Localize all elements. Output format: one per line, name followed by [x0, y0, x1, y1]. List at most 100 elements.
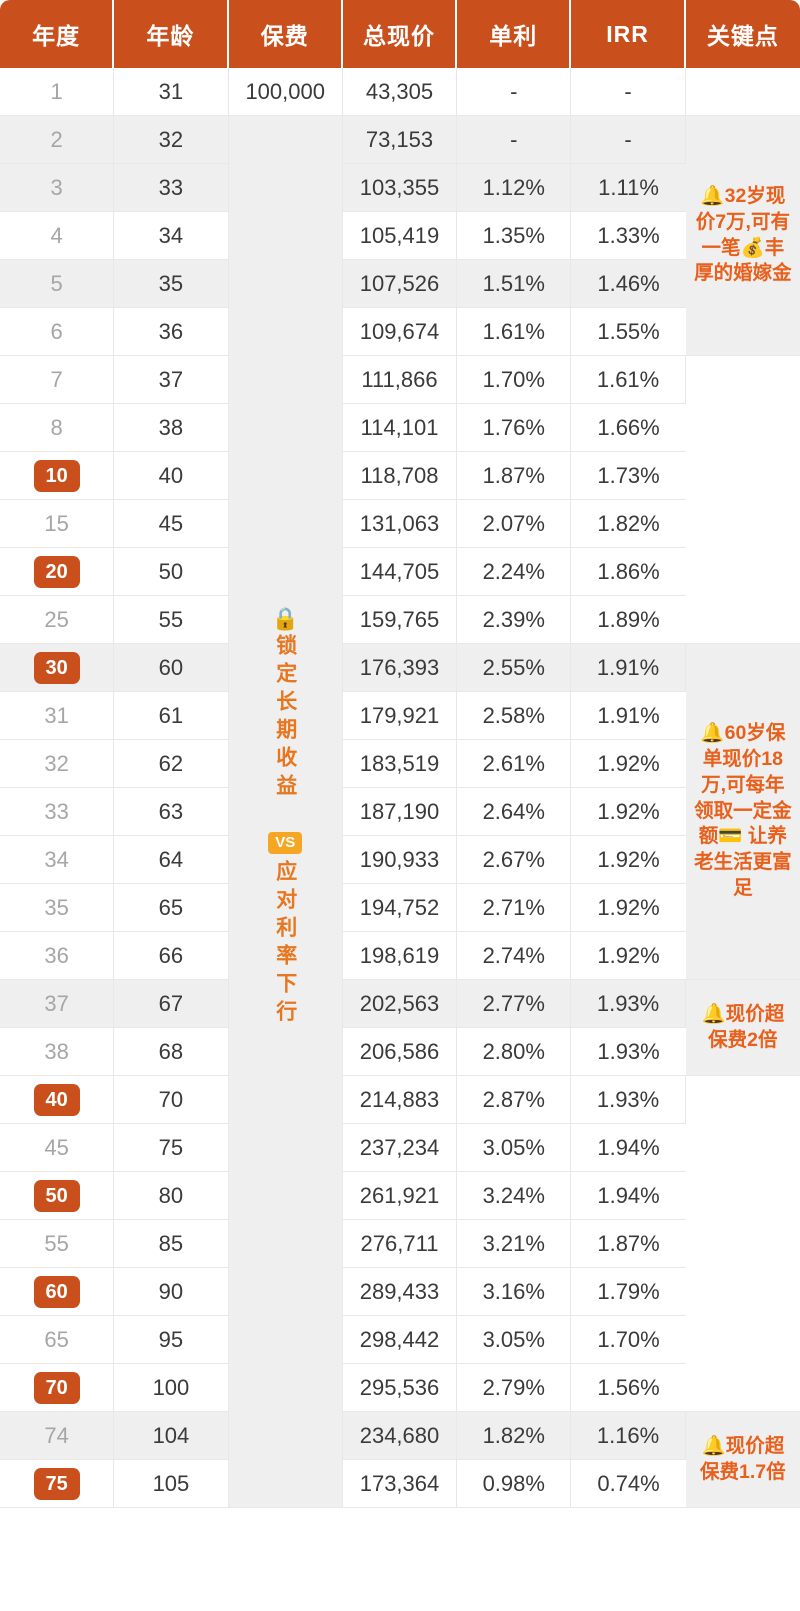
table-row: 38 68 206,586 2.80% 1.93% — [0, 1028, 800, 1076]
cell-cash-value: 105,419 — [342, 212, 458, 260]
slogan-lock-long-term-gain: 锁定长期收益 — [273, 633, 297, 802]
column-header-irr[interactable]: IRR — [571, 0, 686, 68]
table-row: 70 100 295,536 2.79% 1.56% — [0, 1364, 800, 1412]
cell-cash-value: 107,526 — [342, 260, 458, 308]
cell-cash-value: 234,680 — [342, 1412, 458, 1460]
vs-badge: VS — [268, 831, 303, 854]
cell-simple-interest: 3.24% — [457, 1172, 572, 1220]
cell-age: 55 — [114, 596, 229, 644]
cell-year: 50 — [0, 1172, 115, 1220]
cell-age: 80 — [114, 1172, 229, 1220]
header-row: 年度 年龄 保费 总现价 单利 IRR 关键点 — [0, 0, 800, 68]
cell-cash-value: 73,153 — [342, 116, 458, 164]
cell-simple-interest: 2.07% — [457, 500, 572, 548]
cell-age: 34 — [114, 212, 229, 260]
cell-cash-value: 214,883 — [342, 1076, 458, 1124]
cell-age: 63 — [114, 788, 229, 836]
cell-simple-interest: 2.55% — [457, 644, 572, 692]
premium-vertical-slogan-cell: 🔒 锁定长期收益 VS 应对利率下行 — [228, 116, 343, 1508]
column-header-key-points[interactable]: 关键点 — [685, 0, 800, 68]
cell-irr: 1.93% — [571, 1076, 686, 1124]
cell-age: 85 — [114, 1220, 229, 1268]
key-point-empty — [685, 1076, 800, 1412]
cell-irr: 1.92% — [571, 836, 686, 884]
cell-cash-value: 114,101 — [342, 404, 458, 452]
cell-cash-value: 187,190 — [342, 788, 458, 836]
cell-age: 36 — [114, 308, 229, 356]
cell-age: 45 — [114, 500, 229, 548]
cell-cash-value: 176,393 — [342, 644, 458, 692]
cell-irr: 1.94% — [571, 1124, 686, 1172]
cell-age: 64 — [114, 836, 229, 884]
key-point-note: 🔔32岁现价7万,可有一笔💰丰厚的婚嫁金 — [685, 116, 800, 356]
table-row: 25 55 159,765 2.39% 1.89% — [0, 596, 800, 644]
cell-age: 35 — [114, 260, 229, 308]
cell-simple-interest: 1.61% — [457, 308, 572, 356]
cell-simple-interest: - — [457, 68, 572, 116]
table-row: 75 105 173,364 0.98% 0.74% — [0, 1460, 800, 1508]
year-milestone-badge: 30 — [33, 651, 80, 684]
cell-irr: 1.46% — [571, 260, 686, 308]
table-row: 55 85 276,711 3.21% 1.87% — [0, 1220, 800, 1268]
cell-irr: 1.91% — [571, 644, 686, 692]
cell-simple-interest: 3.21% — [457, 1220, 572, 1268]
cell-year: 55 — [0, 1220, 115, 1268]
key-point-note: 🔔60岁保单现价18万,可每年领取一定金额💳 让养老生活更富足 — [685, 644, 800, 980]
cell-simple-interest: 1.70% — [457, 356, 572, 404]
table-row: 20 50 144,705 2.24% 1.86% — [0, 548, 800, 596]
cell-irr: 1.61% — [571, 356, 686, 404]
cell-simple-interest: 0.98% — [457, 1460, 572, 1508]
cell-year: 30 — [0, 644, 115, 692]
table-row: 60 90 289,433 3.16% 1.79% — [0, 1268, 800, 1316]
table-row: 37 67 202,563 2.77% 1.93% 🔔现价超保费2倍 — [0, 980, 800, 1076]
cell-irr: 1.79% — [571, 1268, 686, 1316]
cell-cash-value: 289,433 — [342, 1268, 458, 1316]
cell-age: 32 — [114, 116, 229, 164]
cell-simple-interest: 3.05% — [457, 1316, 572, 1364]
cell-age: 67 — [114, 980, 229, 1028]
table-row: 74 104 234,680 1.82% 1.16% 🔔现价超保费1.7倍 — [0, 1412, 800, 1508]
cell-cash-value: 194,752 — [342, 884, 458, 932]
cell-year: 4 — [0, 212, 115, 260]
cell-cash-value: 118,708 — [342, 452, 458, 500]
cell-irr: 1.93% — [571, 980, 686, 1028]
cell-simple-interest: 2.71% — [457, 884, 572, 932]
cell-simple-interest: 2.58% — [457, 692, 572, 740]
column-header-age[interactable]: 年龄 — [114, 0, 229, 68]
cell-simple-interest: 1.76% — [457, 404, 572, 452]
cell-age: 31 — [114, 68, 229, 116]
cell-cash-value: 261,921 — [342, 1172, 458, 1220]
cell-simple-interest: 1.87% — [457, 452, 572, 500]
column-header-simple-interest[interactable]: 单利 — [457, 0, 572, 68]
cell-irr: 1.92% — [571, 932, 686, 980]
cell-simple-interest: 2.67% — [457, 836, 572, 884]
slogan-counter-rate-decline: 应对利率下行 — [273, 859, 297, 1028]
cell-year: 32 — [0, 740, 115, 788]
cell-simple-interest: 2.39% — [457, 596, 572, 644]
column-header-cash-value[interactable]: 总现价 — [342, 0, 458, 68]
cell-year: 75 — [0, 1460, 115, 1508]
cell-year: 5 — [0, 260, 115, 308]
cell-cash-value: 173,364 — [342, 1460, 458, 1508]
cell-year: 3 — [0, 164, 115, 212]
cell-year: 38 — [0, 1028, 115, 1076]
table-row: 15 45 131,063 2.07% 1.82% — [0, 500, 800, 548]
cell-premium: 100,000 — [228, 68, 343, 116]
column-header-year[interactable]: 年度 — [0, 0, 115, 68]
year-milestone-badge: 40 — [33, 1083, 80, 1116]
cell-year: 34 — [0, 836, 115, 884]
table-row: 35 65 194,752 2.71% 1.92% — [0, 884, 800, 932]
cell-simple-interest: 3.05% — [457, 1124, 572, 1172]
key-point-empty — [685, 68, 800, 116]
cell-irr: 1.92% — [571, 740, 686, 788]
cell-irr: - — [571, 116, 686, 164]
column-header-premium[interactable]: 保费 — [228, 0, 343, 68]
table-row: 31 61 179,921 2.58% 1.91% — [0, 692, 800, 740]
cell-year: 7 — [0, 356, 115, 404]
cell-year: 2 — [0, 116, 115, 164]
cell-age: 68 — [114, 1028, 229, 1076]
table-row: 34 64 190,933 2.67% 1.92% — [0, 836, 800, 884]
cell-irr: 0.74% — [571, 1460, 686, 1508]
year-milestone-badge: 75 — [33, 1467, 80, 1500]
